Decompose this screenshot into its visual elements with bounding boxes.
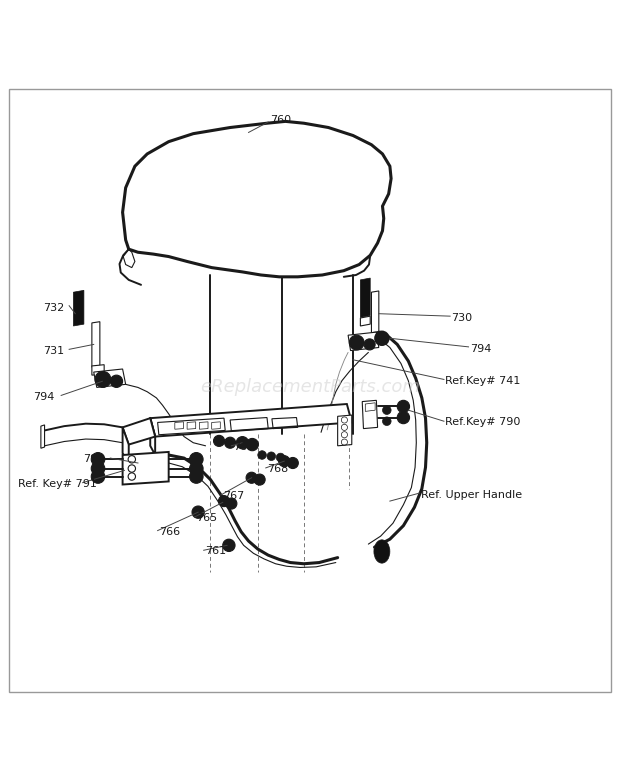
Ellipse shape [374, 540, 390, 563]
Circle shape [364, 339, 375, 350]
Circle shape [246, 473, 257, 483]
Circle shape [190, 462, 203, 476]
Polygon shape [371, 291, 379, 333]
Text: 765: 765 [197, 513, 218, 523]
Polygon shape [94, 369, 126, 387]
Circle shape [218, 496, 229, 507]
Text: 732: 732 [43, 302, 64, 312]
Polygon shape [360, 316, 370, 326]
Circle shape [91, 462, 105, 476]
Circle shape [383, 406, 391, 415]
Text: 767: 767 [223, 491, 244, 501]
Circle shape [287, 458, 298, 469]
Circle shape [349, 335, 364, 350]
Polygon shape [150, 404, 352, 437]
Polygon shape [92, 322, 100, 367]
Circle shape [290, 461, 295, 465]
Polygon shape [338, 415, 352, 446]
Circle shape [91, 452, 105, 466]
Circle shape [353, 339, 360, 346]
Circle shape [190, 452, 203, 466]
Circle shape [221, 498, 226, 504]
Circle shape [246, 438, 259, 451]
Polygon shape [360, 278, 370, 317]
Circle shape [95, 456, 101, 462]
Circle shape [249, 476, 254, 480]
Circle shape [190, 469, 203, 483]
Text: 731: 731 [43, 345, 64, 355]
Text: 761: 761 [206, 547, 227, 557]
Circle shape [195, 509, 202, 515]
Circle shape [228, 440, 232, 445]
Circle shape [226, 498, 237, 509]
Polygon shape [123, 418, 155, 444]
Circle shape [267, 452, 276, 461]
Circle shape [223, 539, 235, 551]
Circle shape [95, 372, 111, 387]
Text: Ref.Key# 790: Ref.Key# 790 [445, 418, 521, 427]
Text: 761: 761 [233, 442, 254, 452]
Text: 792: 792 [82, 455, 104, 465]
Circle shape [91, 469, 105, 483]
Circle shape [239, 440, 246, 446]
Text: eReplacementParts.com: eReplacementParts.com [200, 379, 420, 397]
Circle shape [379, 335, 385, 341]
Circle shape [276, 453, 285, 462]
Text: 794: 794 [33, 391, 55, 401]
Polygon shape [41, 425, 45, 448]
Polygon shape [348, 332, 379, 351]
Circle shape [213, 435, 224, 447]
Circle shape [236, 437, 249, 449]
Circle shape [281, 458, 286, 464]
Circle shape [216, 438, 221, 444]
Circle shape [99, 375, 107, 383]
Text: 766: 766 [159, 527, 180, 537]
Polygon shape [123, 121, 391, 276]
Text: 760: 760 [270, 115, 291, 125]
Polygon shape [362, 401, 378, 429]
Text: 730: 730 [451, 313, 472, 323]
Circle shape [258, 451, 267, 459]
Text: 794: 794 [470, 344, 491, 354]
Text: 768: 768 [267, 464, 288, 474]
Text: Ref. Key# 791: Ref. Key# 791 [18, 479, 97, 489]
Circle shape [192, 506, 205, 519]
Circle shape [229, 501, 234, 506]
Polygon shape [123, 427, 129, 462]
Polygon shape [123, 452, 169, 484]
Circle shape [383, 417, 391, 426]
Circle shape [113, 378, 120, 384]
Polygon shape [150, 418, 155, 455]
Circle shape [226, 542, 232, 548]
Polygon shape [73, 291, 84, 326]
Text: Ref.Key# 741: Ref.Key# 741 [445, 376, 521, 386]
Circle shape [254, 474, 265, 485]
Text: Ref. Upper Handle: Ref. Upper Handle [420, 490, 521, 500]
Circle shape [95, 465, 101, 472]
Circle shape [397, 412, 410, 423]
Circle shape [224, 437, 236, 448]
Circle shape [95, 473, 101, 480]
Circle shape [249, 441, 255, 448]
Circle shape [397, 401, 410, 412]
Circle shape [257, 477, 262, 482]
Circle shape [110, 375, 123, 387]
Circle shape [375, 331, 389, 345]
Circle shape [278, 455, 290, 467]
Polygon shape [92, 365, 104, 375]
